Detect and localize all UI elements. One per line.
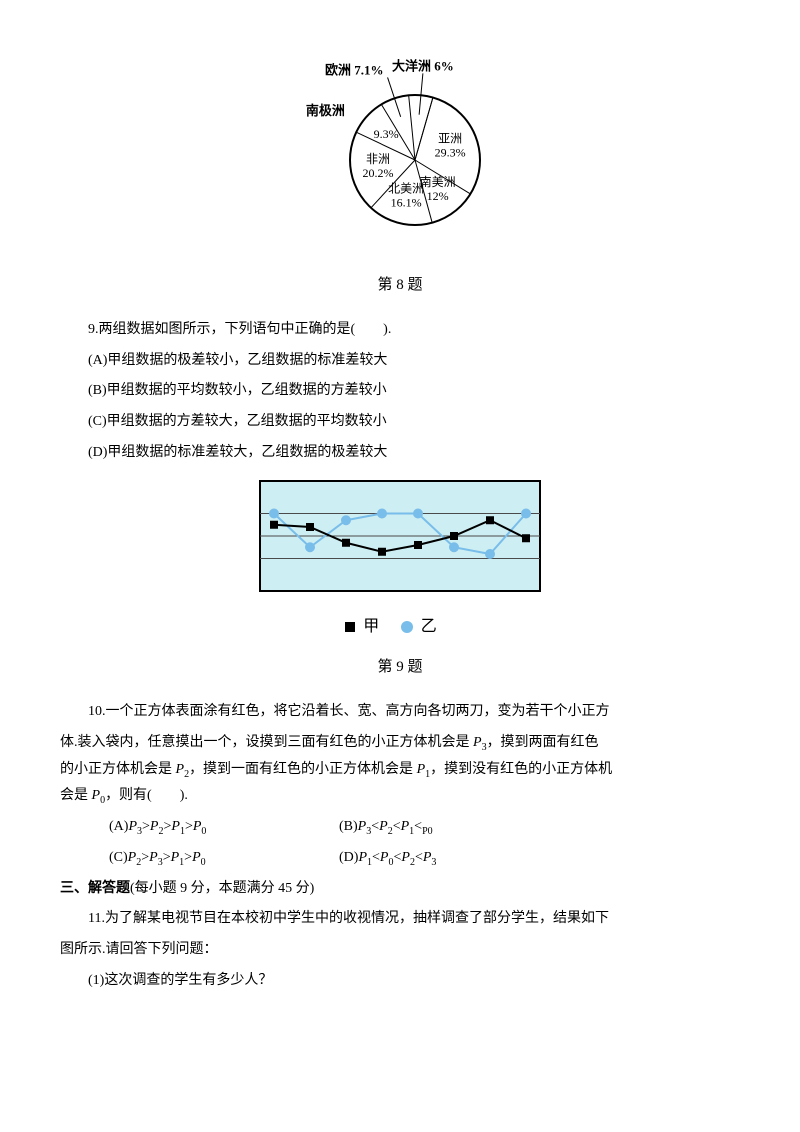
svg-text:20.2%: 20.2% [362, 166, 393, 180]
q10-opt-row-1: (A)P3>P2>P1>P0 (B)P3<P2<P1<P0 [109, 814, 740, 841]
q10-line3: 的小正方体机会是 P2，摸到一面有红色的小正方体机会是 P1，摸到没有红色的小正… [60, 757, 740, 784]
svg-text:南美洲: 南美洲 [420, 174, 456, 189]
pie-chart: 亚洲29.3% 南美洲12%北美洲16.1% 非洲20.2% 9.3% 南极洲 欧洲 7.… [265, 30, 535, 250]
svg-text:非洲: 非洲 [366, 152, 390, 166]
legend-yi: 乙 [401, 612, 437, 642]
pie-chart-svg-container: 亚洲29.3% 南美洲12%北美洲16.1% 非洲20.2% 9.3% 南极洲 欧洲 7.… [265, 30, 535, 250]
section-3-heading: 三、解答题(每小题 9 分，本题满分 45 分) [60, 876, 740, 903]
line-chart [255, 476, 545, 606]
q9-opt-d: (D)甲组数据的标准差较大，乙组数据的极差较大 [60, 440, 740, 467]
svg-text:北美洲: 北美洲 [388, 182, 424, 196]
q8-pie-figure: 亚洲29.3% 南美洲12%北美洲16.1% 非洲20.2% 9.3% 南极洲 欧洲 7.… [60, 30, 740, 299]
q10-line4: 会是 P0，则有( ). [60, 783, 740, 810]
legend-yi-label: 乙 [421, 618, 437, 635]
svg-text:29.3%: 29.3% [435, 145, 466, 159]
q11-line1: 11.为了解某电视节目在本校初中学生中的收视情况，抽样调查了部分学生，结果如下 [60, 906, 740, 933]
q8-caption: 第 8 题 [377, 271, 422, 300]
square-marker-icon [345, 622, 355, 632]
svg-text:南极洲: 南极洲 [306, 103, 345, 118]
q10-opt-b: (B)P3<P2<P1<P0 [339, 814, 569, 841]
svg-text:欧洲 7.1%: 欧洲 7.1% [325, 62, 384, 77]
svg-text:大洋洲 6%: 大洋洲 6% [392, 58, 454, 73]
q11-sub1: (1)这次调查的学生有多少人？ [60, 968, 740, 995]
q9-line-figure: 甲 乙 第 9 题 [60, 476, 740, 681]
q10-line1: 10.一个正方体表面涂有红色，将它沿着长、宽、高方向各切两刀，变为若干个小正方 [60, 699, 740, 726]
q9-stem: 9.两组数据如图所示，下列语句中正确的是( ). [60, 317, 740, 344]
circle-marker-icon [401, 621, 413, 633]
q9-opt-b: (B)甲组数据的平均数较小，乙组数据的方差较小 [60, 378, 740, 405]
legend-jia-label: 甲 [363, 618, 379, 635]
q10-opt-row-2: (C)P2>P3>P1>P0 (D)P1<P0<P2<P3 [109, 845, 740, 872]
q10-line2: 体.装入袋内，任意摸出一个，设摸到三面有红色的小正方体机会是 P3，摸到两面有红… [60, 730, 740, 757]
q10-opt-a: (A)P3>P2>P1>P0 [109, 814, 339, 841]
svg-text:9.3%: 9.3% [374, 127, 399, 141]
svg-text:12%: 12% [427, 189, 449, 203]
svg-text:16.1%: 16.1% [391, 196, 422, 210]
line-chart-svg-container: 甲 乙 [255, 476, 545, 642]
q11-line2: 图所示.请回答下列问题： [60, 937, 740, 964]
q9-caption: 第 9 题 [377, 653, 422, 682]
q10-opt-d: (D)P1<P0<P2<P3 [339, 845, 569, 872]
legend: 甲 乙 [255, 612, 545, 642]
legend-jia: 甲 [345, 612, 379, 642]
svg-text:亚洲: 亚洲 [438, 131, 462, 145]
q9-opt-c: (C)甲组数据的方差较大，乙组数据的平均数较小 [60, 409, 740, 436]
q10-opt-c: (C)P2>P3>P1>P0 [109, 845, 339, 872]
q9-opt-a: (A)甲组数据的极差较小，乙组数据的标准差较大 [60, 348, 740, 375]
